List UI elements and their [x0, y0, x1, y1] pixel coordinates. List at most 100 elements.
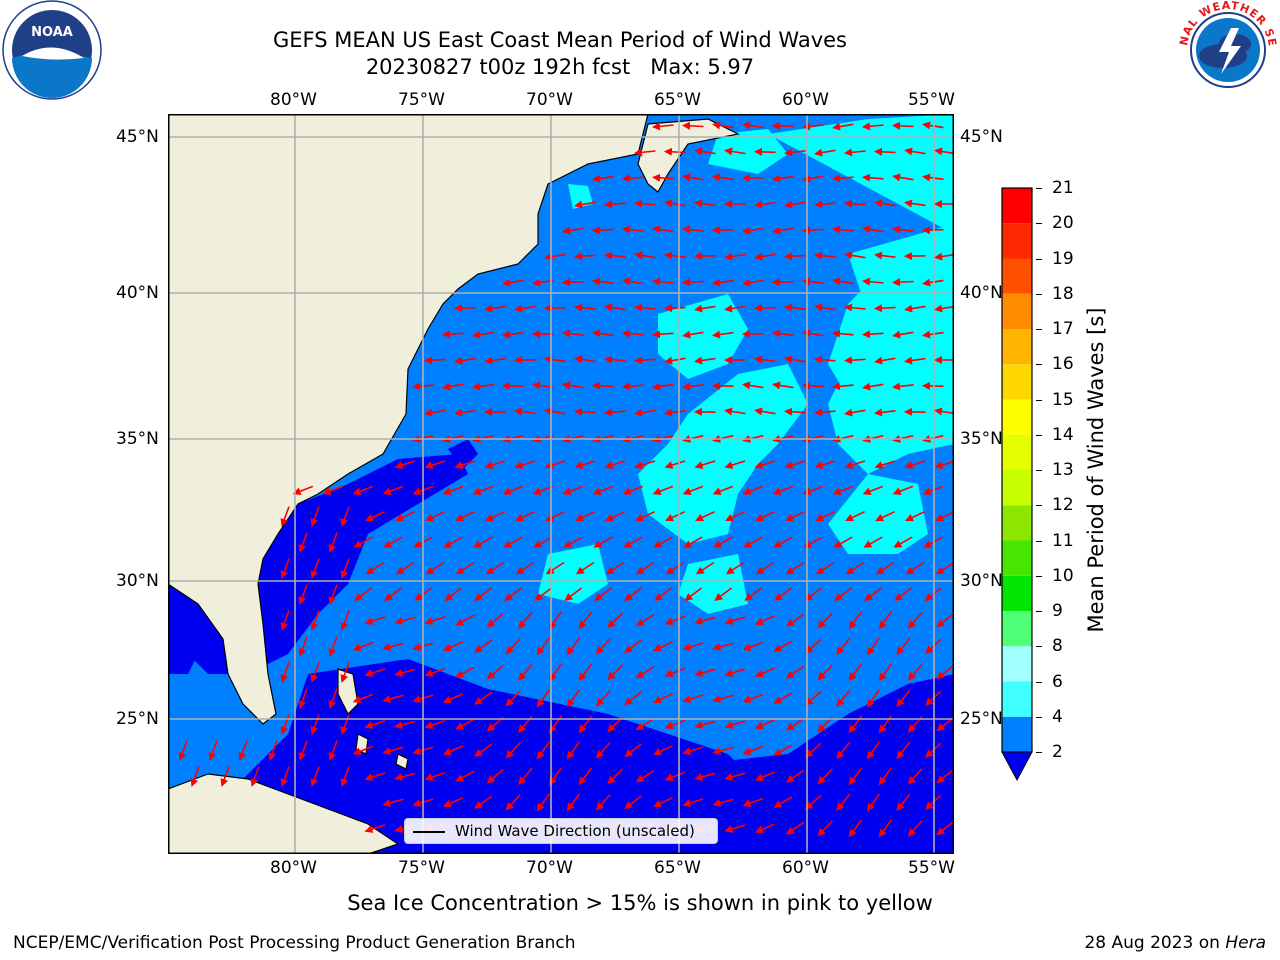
lon-label-top-60w: 60°W — [782, 90, 829, 110]
wave-direction-arrow — [695, 561, 715, 575]
wave-direction-arrow — [455, 666, 475, 678]
wave-direction-arrow — [544, 252, 566, 261]
wave-direction-arrow — [340, 506, 350, 527]
wave-direction-arrow — [474, 639, 493, 653]
wave-direction-arrow — [804, 742, 822, 758]
wave-direction-arrow — [664, 460, 686, 469]
wave-direction-arrow — [340, 610, 350, 631]
wave-direction-arrow — [694, 772, 716, 781]
wave-direction-arrow — [472, 330, 494, 339]
wave-direction-arrow — [682, 225, 704, 234]
wave-direction-arrow — [804, 638, 822, 654]
wave-direction-arrow — [712, 173, 734, 182]
lat-label-left-30n: 30°N — [116, 571, 159, 591]
colorbar-ticks: 2 4 6 8 9 10 11 12 13 14 15 16 17 18 19 20 21 — [1036, 0, 1084, 960]
wave-direction-arrow — [595, 690, 611, 707]
wave-direction-arrow — [904, 356, 926, 365]
wave-direction-arrow — [682, 121, 704, 130]
colorbar-band — [1002, 681, 1032, 717]
colorbar-tick-label: 20 — [1052, 213, 1074, 234]
sea-ice-caption: Sea Ice Concentration > 15% is shown in … — [347, 891, 933, 915]
wave-direction-arrow — [754, 719, 776, 730]
wave-direction-arrow — [310, 506, 320, 527]
wave-direction-arrow — [904, 460, 926, 469]
wave-direction-arrow — [280, 662, 290, 683]
wave-direction-arrow — [394, 616, 416, 625]
wave-direction-arrow — [817, 612, 834, 629]
wave-direction-arrow — [832, 382, 854, 391]
wave-direction-arrow — [653, 744, 673, 756]
wave-direction-arrow — [310, 662, 320, 683]
wave-direction-arrow — [444, 587, 462, 601]
colorbar-tick-label: 16 — [1052, 354, 1074, 375]
wave-direction-arrow — [814, 148, 836, 157]
wave-direction-arrow — [784, 355, 806, 364]
wave-direction-arrow — [652, 277, 674, 286]
wave-direction-arrow — [424, 460, 446, 469]
wind-wave-arrows — [178, 121, 954, 838]
wave-direction-arrow — [563, 536, 583, 548]
wave-direction-arrow — [652, 173, 674, 182]
wave-direction-arrow — [754, 252, 776, 261]
wave-direction-arrow — [574, 252, 596, 261]
wave-direction-arrow — [634, 408, 656, 417]
lon-label-top-80w: 80°W — [270, 90, 317, 110]
wave-direction-arrow — [352, 485, 374, 496]
wave-direction-arrow — [505, 742, 521, 759]
wave-direction-arrow — [892, 225, 914, 234]
wave-direction-arrow — [322, 485, 344, 496]
wave-direction-arrow — [845, 561, 865, 575]
wave-direction-arrow — [280, 714, 290, 735]
wave-direction-arrow — [742, 121, 764, 130]
wave-direction-arrow — [328, 740, 338, 761]
wave-direction-arrow — [574, 460, 596, 469]
wave-direction-arrow — [486, 664, 504, 680]
wave-direction-arrow — [575, 510, 595, 522]
wave-direction-arrow — [784, 148, 806, 157]
wave-direction-arrow — [543, 304, 566, 313]
wave-direction-arrow — [607, 768, 624, 785]
wave-direction-arrow — [364, 616, 386, 625]
wave-direction-arrow — [455, 561, 475, 575]
wave-direction-arrow — [652, 485, 674, 496]
wave-direction-arrow — [695, 510, 715, 522]
wave-direction-arrow — [634, 148, 656, 157]
wave-direction-arrow — [365, 510, 385, 522]
wave-direction-arrow — [574, 407, 596, 416]
wave-direction-arrow — [804, 794, 822, 810]
wave-direction-arrow — [578, 663, 593, 682]
wave-direction-arrow — [505, 794, 521, 811]
wave-direction-arrow — [442, 485, 464, 496]
wave-direction-arrow — [652, 382, 674, 391]
wave-direction-arrow — [574, 355, 596, 364]
wave-direction-arrow — [634, 251, 656, 260]
wave-direction-arrow — [566, 689, 581, 708]
wave-direction-arrow — [934, 252, 954, 261]
wave-direction-arrow — [874, 199, 896, 208]
graticule — [168, 114, 954, 854]
colorbar-band — [1002, 540, 1032, 576]
wave-direction-arrow — [566, 637, 581, 656]
colorbar-label: Mean Period of Wind Waves [s] — [1084, 307, 1108, 633]
wave-direction-arrow — [635, 717, 655, 731]
wave-direction-arrow — [934, 147, 954, 156]
wave-direction-arrow — [474, 795, 493, 809]
wave-direction-arrow — [474, 691, 493, 705]
wave-direction-arrow — [503, 536, 523, 548]
wave-direction-arrow — [424, 720, 446, 729]
lat-label-right-30n: 30°N — [960, 571, 1003, 591]
wave-direction-arrow — [784, 407, 806, 416]
wave-direction-arrow — [574, 303, 596, 312]
wave-direction-arrow — [742, 381, 764, 390]
wave-direction-arrow — [832, 277, 854, 286]
wave-direction-arrow — [502, 278, 524, 287]
wave-direction-arrow — [298, 688, 308, 709]
wave-direction-arrow — [874, 408, 896, 417]
wave-direction-arrow — [712, 694, 734, 703]
wave-direction-arrow — [455, 510, 475, 522]
wave-direction-arrow — [784, 252, 806, 261]
wave-direction-arrow — [595, 794, 611, 811]
wave-direction-arrow — [663, 147, 686, 156]
wave-direction-arrow — [936, 821, 954, 836]
wave-direction-arrow — [310, 558, 320, 579]
